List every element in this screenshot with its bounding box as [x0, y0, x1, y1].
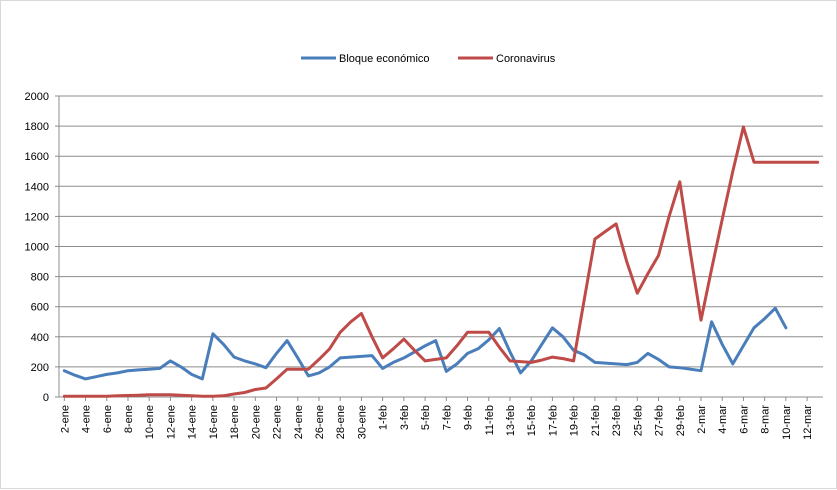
x-tick-label: 4-ene [81, 405, 93, 433]
x-tick-label: 24-ene [293, 405, 305, 439]
x-axis-ticks: 2-ene 4-ene 6-ene 8-ene 10-ene 12-ene 14-ene 16… [59, 397, 814, 440]
legend-label: Bloque económico [339, 53, 430, 65]
x-tick-label: 10-mar [781, 405, 793, 440]
x-tick-label: 27-feb [654, 405, 666, 436]
x-tick-label: 8-ene [123, 405, 135, 433]
y-tick-label: 600 [31, 302, 49, 314]
x-tick-label: 26-ene [314, 405, 326, 439]
x-tick-label: 4-mar [717, 405, 729, 434]
x-tick-label: 5-feb [420, 405, 432, 430]
y-axis-ticks: 0 200 400 600 800 1000 1200 1400 1600 1800 2000 [25, 91, 59, 404]
series-line-0 [62, 306, 788, 381]
x-tick-label: 25-feb [632, 405, 644, 436]
x-tick-label: 17-feb [547, 405, 559, 436]
x-tick-label: 22-ene [272, 405, 284, 439]
y-tick-label: 1600 [25, 151, 49, 163]
x-tick-label: 18-ene [229, 405, 241, 439]
x-tick-label: 6-ene [102, 405, 114, 433]
x-tick-label: 12-mar [802, 405, 814, 440]
x-tick-label: 2-mar [696, 405, 708, 434]
x-tick-label: 20-ene [250, 405, 262, 439]
x-tick-label: 3-feb [399, 405, 411, 430]
x-tick-label: 1-feb [378, 405, 390, 430]
x-tick-label: 21-feb [590, 405, 602, 436]
x-tick-label: 11-feb [484, 405, 496, 435]
y-tick-label: 800 [31, 272, 49, 284]
y-tick-label: 400 [31, 332, 49, 344]
x-tick-label: 14-ene [187, 405, 199, 439]
x-tick-label: 15-feb [526, 405, 538, 436]
x-tick-label: 29-feb [675, 405, 687, 436]
x-tick-label: 23-feb [611, 405, 623, 436]
x-tick-label: 30-ene [356, 405, 368, 439]
x-tick-label: 10-ene [144, 405, 156, 439]
y-tick-label: 1200 [25, 211, 49, 223]
legend-label: Coronavirus [496, 53, 556, 65]
y-tick-label: 1800 [25, 121, 49, 133]
x-tick-label: 19-feb [569, 405, 581, 436]
y-tick-label: 0 [43, 392, 49, 404]
x-tick-label: 7-feb [441, 405, 453, 430]
series-line-1 [62, 125, 820, 398]
y-tick-label: 1400 [25, 181, 49, 193]
x-tick-label: 2-ene [59, 405, 71, 433]
x-tick-label: 9-feb [463, 405, 475, 430]
x-tick-label: 28-ene [335, 405, 347, 439]
series-lines [62, 125, 820, 398]
x-tick-label: 8-mar [760, 405, 772, 434]
legend: Bloque económico Coronavirus [301, 53, 556, 65]
x-tick-label: 12-ene [165, 405, 177, 439]
y-tick-label: 2000 [25, 91, 49, 103]
gridlines [59, 95, 823, 398]
y-tick-label: 1000 [25, 242, 49, 254]
x-tick-label: 6-mar [738, 405, 750, 434]
x-tick-label: 13-feb [505, 405, 517, 436]
y-tick-label: 200 [31, 362, 49, 374]
x-tick-label: 16-ene [208, 405, 220, 439]
